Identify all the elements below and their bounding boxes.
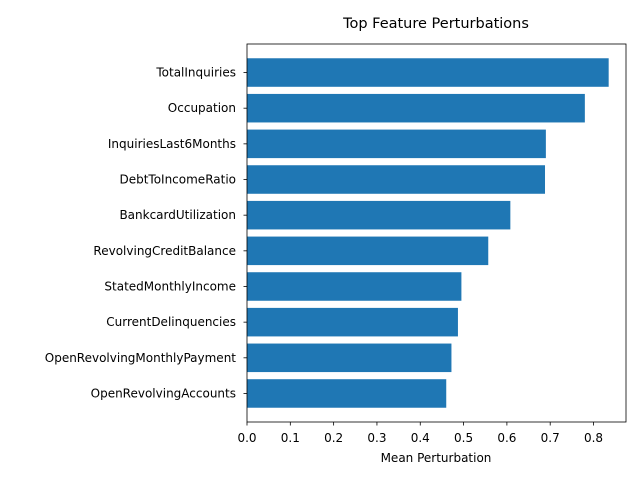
y-tick-label: OpenRevolvingMonthlyPayment — [45, 351, 237, 365]
bar-CurrentDelinquencies — [247, 307, 458, 337]
bar-OpenRevolvingMonthlyPayment — [247, 343, 452, 373]
bar-StatedMonthlyIncome — [247, 272, 462, 301]
bar-Occupation — [247, 93, 585, 123]
y-tick-labels: TotalInquiries Occupation InquiriesLast6Mo… — [45, 66, 247, 400]
y-tick-label: DebtToIncomeRatio — [119, 173, 236, 187]
bar-InquiriesLast6Months — [247, 129, 546, 159]
x-tick-label: 0.6 — [497, 431, 516, 445]
bar-RevolvingCreditBalance — [247, 236, 489, 266]
x-tick-label: 0.5 — [454, 431, 473, 445]
x-tick-label: 0.8 — [584, 431, 603, 445]
bar-BankcardUtilization — [247, 200, 511, 230]
bar-TotalInquiries — [247, 58, 609, 87]
y-tick-label: OpenRevolvingAccounts — [91, 386, 236, 400]
x-axis-title: Mean Perturbation — [381, 451, 492, 465]
x-tick-label: 0.4 — [411, 431, 430, 445]
bars-layer — [247, 58, 609, 408]
x-tick-label: 0.1 — [281, 431, 300, 445]
y-tick-label: CurrentDelinquencies — [106, 315, 236, 329]
x-axis-ticks: 0.0 0.1 0.2 0.3 0.4 0.5 0.6 0.7 0.8 — [237, 422, 603, 445]
y-tick-label: BankcardUtilization — [119, 208, 236, 222]
y-tick-label: StatedMonthlyIncome — [104, 279, 236, 293]
x-tick-label: 0.3 — [367, 431, 386, 445]
y-tick-label: Occupation — [168, 101, 236, 115]
x-tick-label: 0.7 — [541, 431, 560, 445]
bar-OpenRevolvingAccounts — [247, 379, 447, 408]
y-tick-label: TotalInquiries — [155, 66, 236, 80]
y-tick-label: RevolvingCreditBalance — [93, 244, 236, 258]
plot-frame — [246, 43, 627, 423]
chart-title: Top Feature Perturbations — [342, 16, 529, 32]
y-tick-label: InquiriesLast6Months — [108, 137, 236, 151]
x-tick-label: 0.2 — [324, 431, 343, 445]
bar-DebtToIncomeRatio — [247, 165, 546, 194]
x-tick-label: 0.0 — [237, 431, 256, 445]
